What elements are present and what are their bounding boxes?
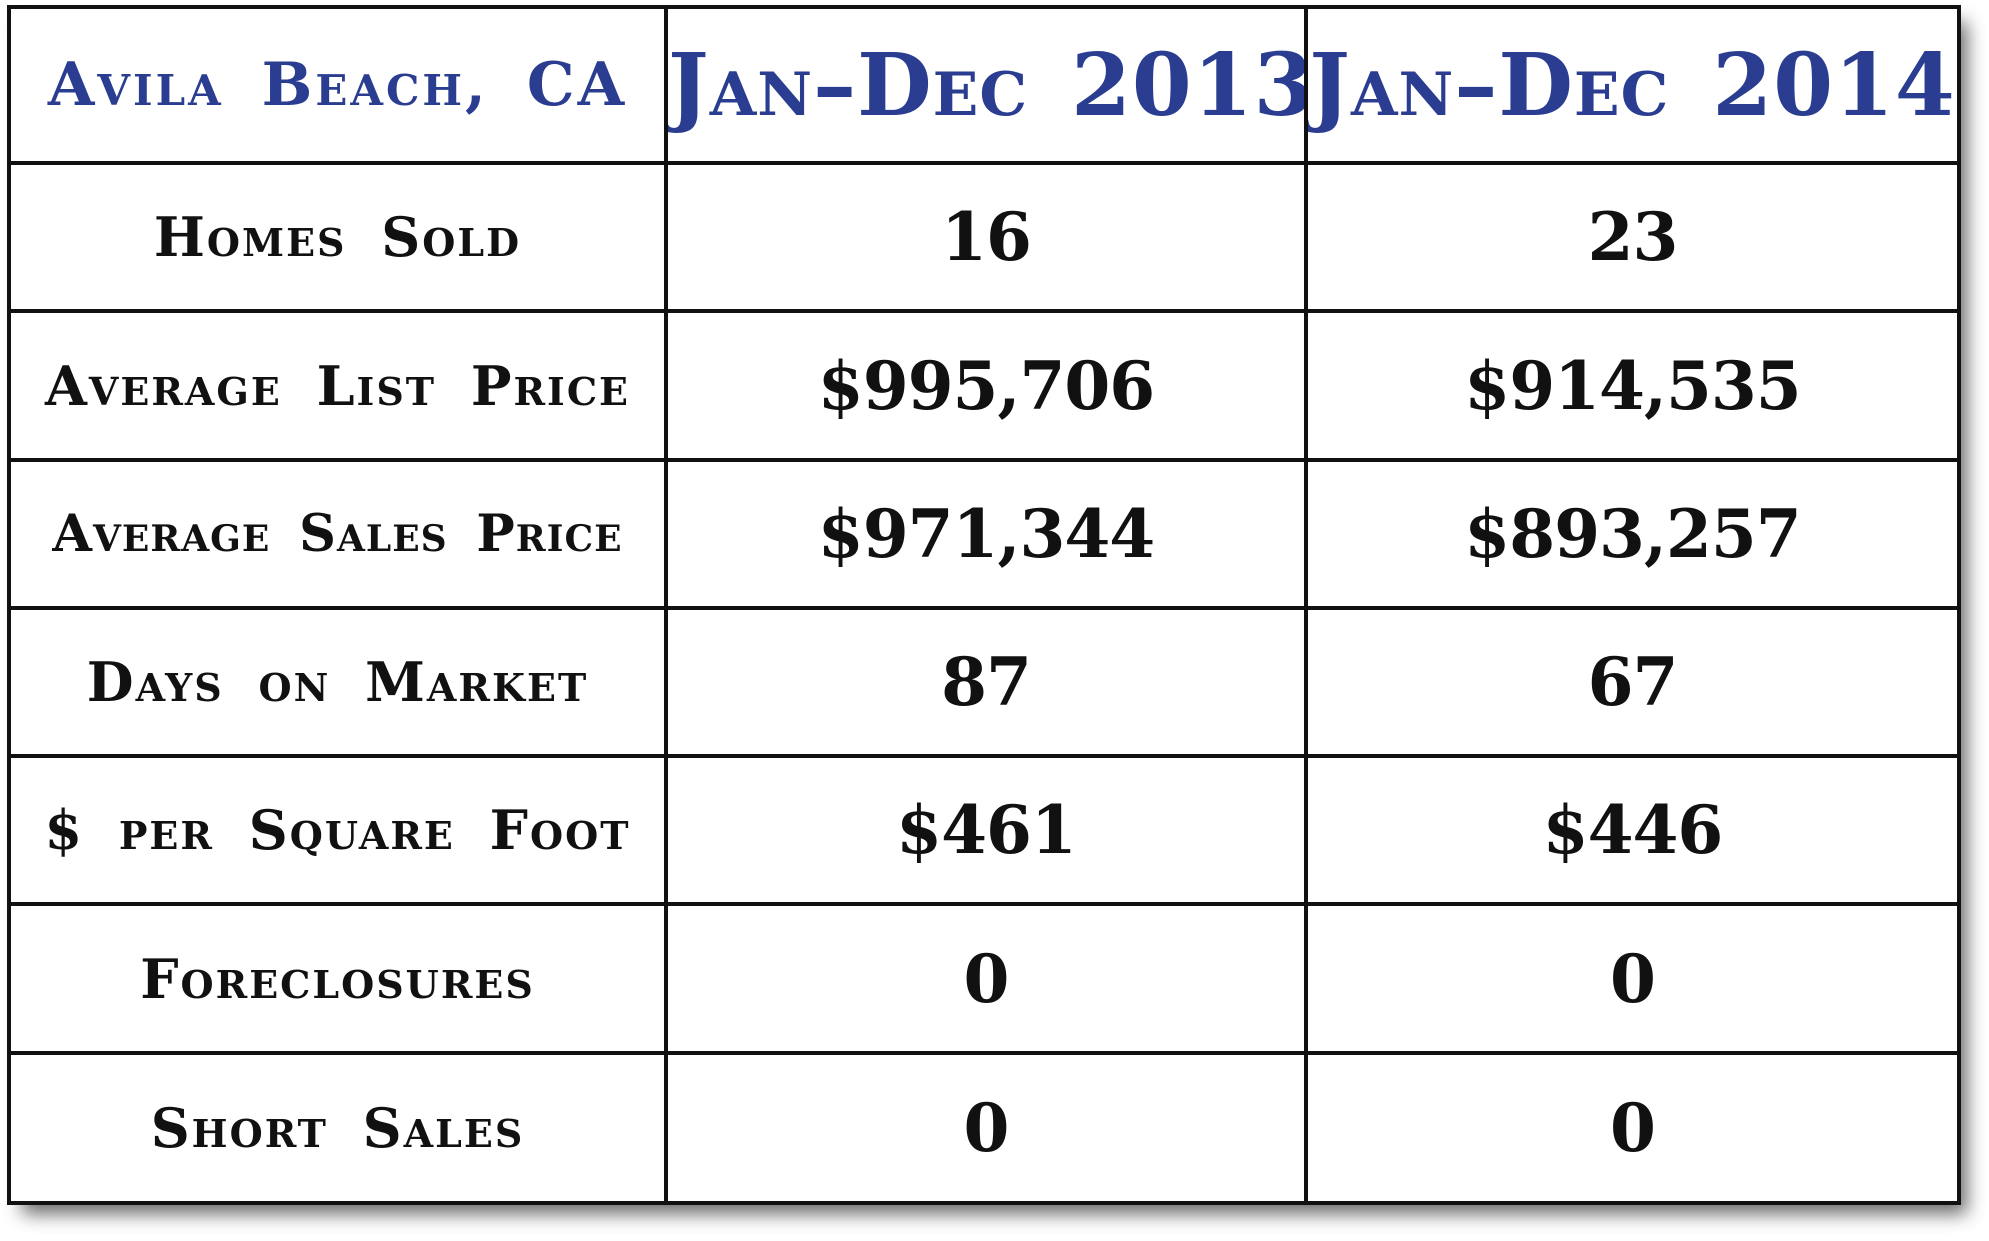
row-label-average-list-price: Average List Price (11, 309, 668, 462)
cell-days-on-market-2014: 67 (1304, 605, 1957, 759)
column-header-2014: Jan–Dec 2014 (1304, 9, 1957, 166)
cell-foreclosures-2014: 0 (1304, 902, 1957, 1055)
cell-average-sales-price-2013: $971,344 (664, 457, 1308, 610)
cell-average-list-price-2013: $995,706 (664, 309, 1308, 462)
row-label-price-per-square-foot: $ per Square Foot (11, 754, 668, 907)
table-row: Average Sales Price $971,344 $893,257 (11, 457, 1957, 610)
column-header-2013: Jan–Dec 2013 (664, 9, 1308, 166)
location-title: Avila Beach, CA (11, 9, 668, 166)
market-stats-table: Avila Beach, CA Jan–Dec 2013 Jan–Dec 201… (7, 5, 1961, 1205)
cell-average-list-price-2014: $914,535 (1304, 309, 1957, 462)
cell-homes-sold-2013: 16 (664, 161, 1308, 314)
row-label-homes-sold: Homes Sold (11, 161, 668, 314)
table-row: Short Sales 0 0 (11, 1050, 1957, 1201)
cell-price-per-square-foot-2014: $446 (1304, 754, 1957, 907)
table-row: Homes Sold 16 23 (11, 161, 1957, 314)
cell-short-sales-2014: 0 (1304, 1050, 1957, 1201)
cell-short-sales-2013: 0 (664, 1050, 1308, 1201)
cell-average-sales-price-2014: $893,257 (1304, 457, 1957, 610)
cell-foreclosures-2013: 0 (664, 902, 1308, 1055)
cell-price-per-square-foot-2013: $461 (664, 754, 1308, 907)
row-label-foreclosures: Foreclosures (11, 902, 668, 1055)
cell-homes-sold-2014: 23 (1304, 161, 1957, 314)
table-row: $ per Square Foot $461 $446 (11, 754, 1957, 907)
cell-days-on-market-2013: 87 (664, 605, 1308, 759)
row-label-short-sales: Short Sales (11, 1050, 668, 1201)
header-row: Avila Beach, CA Jan–Dec 2013 Jan–Dec 201… (11, 9, 1957, 166)
table-row: Average List Price $995,706 $914,535 (11, 309, 1957, 462)
table-row: Days on Market 87 67 (11, 605, 1957, 759)
table-row: Foreclosures 0 0 (11, 902, 1957, 1055)
row-label-days-on-market: Days on Market (11, 605, 668, 759)
row-label-average-sales-price: Average Sales Price (11, 457, 668, 610)
